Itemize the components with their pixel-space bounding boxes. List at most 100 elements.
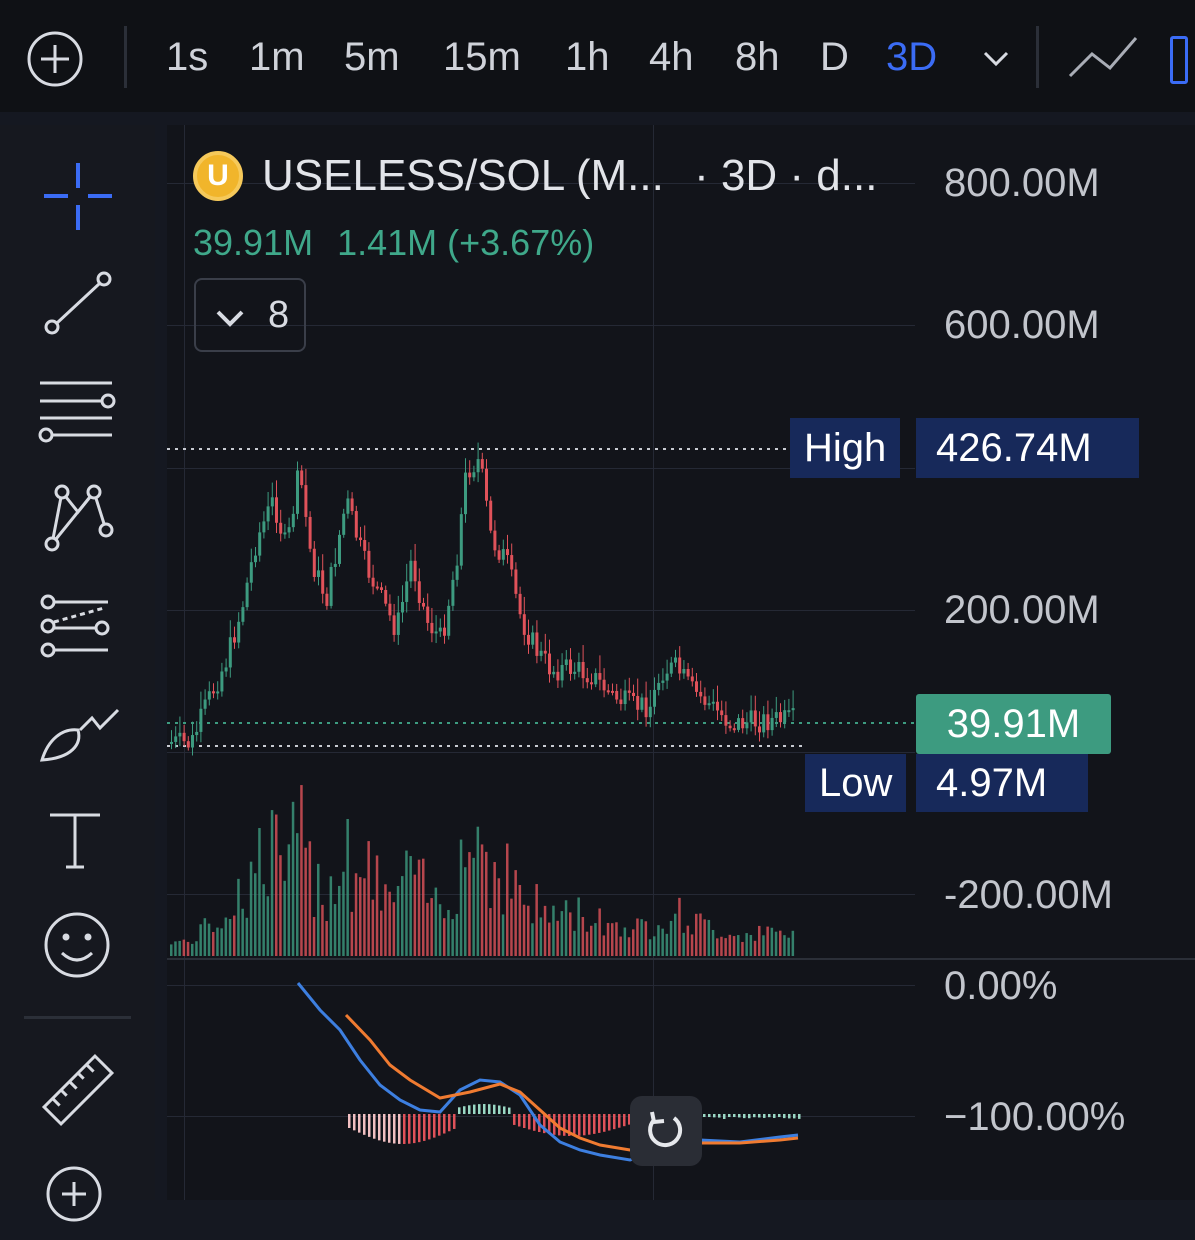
volume-bar (254, 873, 257, 956)
timeframe-3d[interactable]: 3D (886, 35, 938, 79)
volume-bar (371, 899, 375, 956)
sidebar-divider (24, 1016, 131, 1019)
brush-icon[interactable] (28, 700, 128, 780)
candle-body (674, 657, 677, 663)
symbol-title[interactable]: USELESS/SOL (M... · 3D · d... (262, 150, 877, 202)
volume-bar (581, 917, 585, 956)
histogram-bar (483, 1104, 486, 1114)
volume-bar (674, 913, 677, 956)
horizontal-lines-icon[interactable] (28, 375, 128, 455)
candle-body (518, 593, 522, 615)
timeframe-1h[interactable]: 1h (565, 35, 610, 79)
volume-bar (716, 938, 719, 956)
candle-body (468, 472, 472, 478)
volume-bar (233, 915, 236, 956)
histogram-bar (493, 1104, 496, 1114)
line-chart-icon[interactable] (1066, 30, 1146, 90)
plus-circle-icon[interactable] (0, 0, 112, 112)
volume-bar (207, 923, 211, 956)
timeframe-5m[interactable]: 5m (344, 35, 400, 79)
pattern-icon[interactable] (28, 480, 128, 560)
volume-bar (506, 843, 509, 956)
timeframe-1s[interactable]: 1s (166, 35, 209, 79)
candle-body (686, 668, 690, 677)
candle-body (732, 728, 736, 731)
volume-bar (275, 814, 278, 956)
reset-icon (648, 1111, 683, 1148)
candle-body (329, 566, 333, 606)
volume-bar (636, 918, 639, 956)
histogram-bar (528, 1114, 531, 1130)
reset-chart-button[interactable] (630, 1096, 702, 1166)
candle-body (556, 671, 560, 681)
volume-bar (657, 925, 660, 956)
candle-body (388, 603, 392, 616)
candle-body (535, 632, 539, 656)
volume-bar (283, 880, 286, 956)
volume-bar (653, 936, 656, 956)
trend-line-icon[interactable] (28, 265, 128, 345)
candle-body (300, 470, 304, 486)
volume-bar (363, 878, 366, 956)
candle-body (648, 706, 652, 718)
forecast-icon[interactable] (28, 590, 128, 670)
volume-bar (291, 801, 295, 956)
volume-bar (732, 936, 736, 956)
volume-bar (426, 902, 429, 956)
volume-bar (791, 930, 795, 956)
emoji-icon[interactable] (28, 905, 128, 985)
histogram-bar (373, 1114, 376, 1139)
candle-body (186, 741, 190, 748)
histogram-bar (358, 1114, 361, 1133)
timeframe-4h[interactable]: 4h (649, 35, 694, 79)
timeframe-1m[interactable]: 1m (249, 35, 305, 79)
volume-bar (186, 941, 190, 956)
candle-body (758, 726, 761, 733)
histogram-bar (463, 1106, 466, 1114)
histogram-bar (798, 1114, 801, 1119)
histogram-bar (718, 1114, 721, 1118)
volume-bar (749, 934, 753, 956)
candle-body (585, 678, 589, 683)
indicators-toggle-button[interactable]: 8 (194, 278, 306, 352)
timeframe-d[interactable]: D (820, 35, 849, 79)
volume-bar (375, 855, 379, 956)
candle-body (228, 637, 232, 668)
volume-bar (556, 920, 559, 956)
grid-line (167, 468, 915, 469)
histogram-bar (488, 1104, 491, 1114)
candle-body (413, 560, 417, 582)
volume-bar (178, 940, 181, 956)
candle-body (611, 690, 614, 693)
chevron-down-icon[interactable] (976, 38, 1016, 78)
pane-separator[interactable] (167, 958, 1195, 960)
candle-body (560, 664, 564, 681)
histogram-bar (523, 1114, 526, 1129)
volume-bar (476, 826, 480, 956)
timeframe-8h[interactable]: 8h (735, 35, 780, 79)
volume-bar (182, 939, 186, 956)
text-icon[interactable] (28, 805, 128, 885)
timeframe-15m[interactable]: 15m (443, 35, 521, 79)
candle-body (506, 549, 509, 556)
volume-bar (573, 930, 576, 956)
candle-body (417, 581, 421, 603)
candle-body (359, 537, 362, 541)
candle-body (606, 690, 610, 693)
ruler-icon[interactable] (28, 1050, 128, 1130)
histogram-bar (788, 1114, 791, 1119)
candle-body (741, 718, 745, 729)
last-price-tag: 39.91M (916, 694, 1111, 754)
candle-type-icon[interactable] (1170, 36, 1188, 84)
histogram-bar (713, 1114, 716, 1118)
candle-body (573, 671, 577, 674)
interval-label: · 3D · d... (694, 151, 878, 200)
volume-bar (430, 898, 433, 956)
volume-bar (262, 884, 265, 956)
candle-body (699, 691, 703, 697)
chevron-down-icon (216, 310, 244, 327)
volume-bar (598, 908, 601, 956)
volume-bar (472, 857, 475, 956)
candle-body (270, 497, 274, 507)
crosshair-icon[interactable] (28, 163, 128, 243)
